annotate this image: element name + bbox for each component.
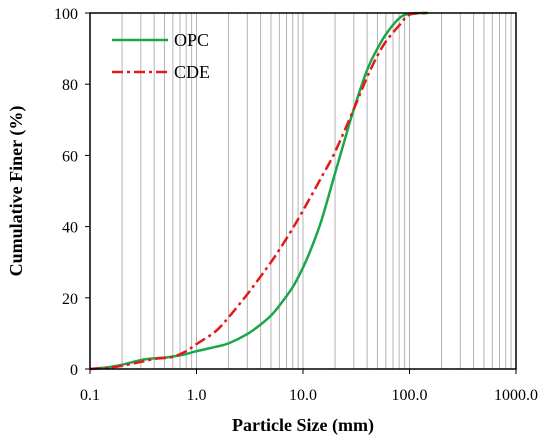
- x-tick-label: 0.1: [80, 387, 100, 404]
- x-tick-label: 1000.0: [494, 387, 538, 404]
- x-axis: 0.1 1.0 10.0 100.0 1000.0: [80, 369, 538, 404]
- y-axis: 0 20 40 60 80 100: [54, 6, 90, 379]
- y-tick-label: 40: [62, 220, 78, 237]
- legend: OPC CDE: [112, 30, 210, 82]
- y-tick-label: 20: [62, 291, 78, 308]
- x-tick-label: 100.0: [392, 387, 428, 404]
- series-group: [89, 11, 429, 371]
- x-tick-label: 1.0: [187, 387, 207, 404]
- y-axis-title: Cumulative Finer (%): [6, 106, 27, 277]
- y-tick-label: 60: [62, 148, 78, 165]
- legend-label-cde: CDE: [174, 62, 210, 82]
- y-tick-label: 80: [62, 77, 78, 94]
- series-cde-line: [89, 11, 429, 371]
- x-tick-label: 10.0: [289, 387, 317, 404]
- y-tick-label: 100: [54, 6, 78, 23]
- grid: [121, 13, 512, 369]
- legend-label-opc: OPC: [174, 30, 209, 50]
- x-axis-title: Particle Size (mm): [232, 415, 374, 436]
- y-tick-label: 0: [70, 362, 78, 379]
